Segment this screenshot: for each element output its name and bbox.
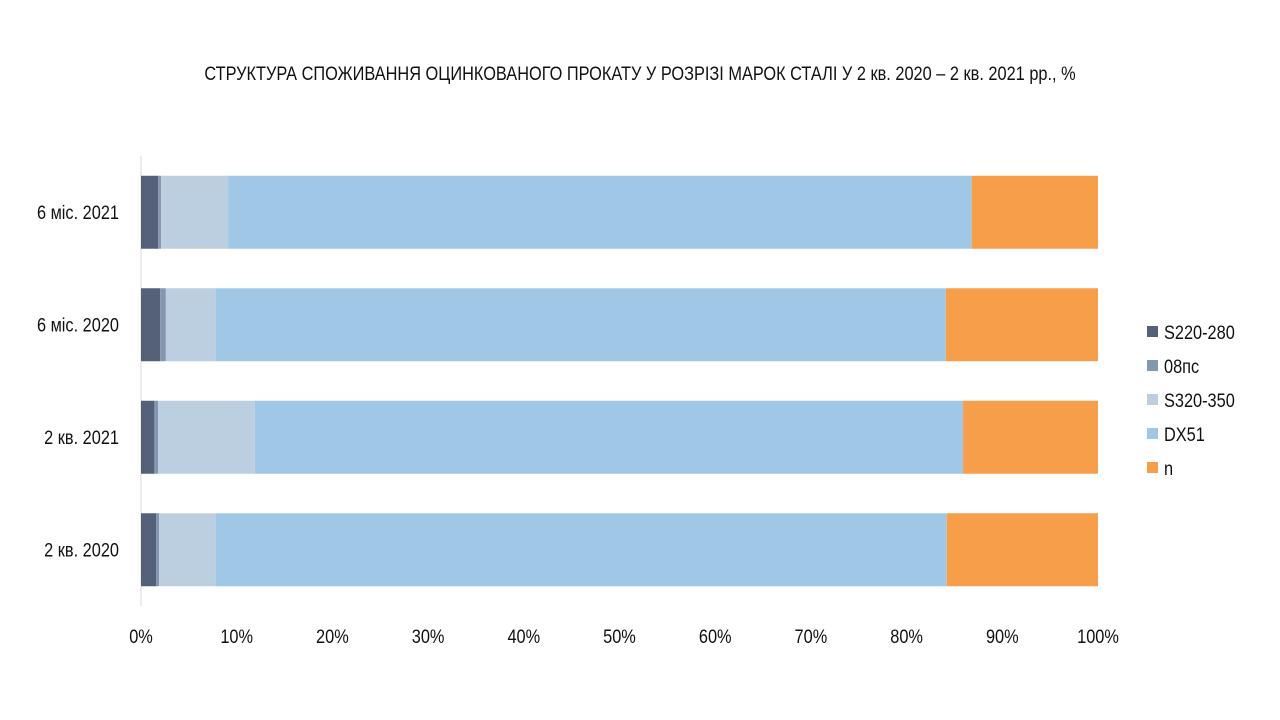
y-tick-label: 6 міс. 2020 [37, 315, 119, 336]
bar-2-0 [141, 400, 155, 474]
bar-2-3 [254, 400, 964, 474]
legend-swatch [1147, 462, 1158, 473]
legend-swatch [1147, 326, 1158, 337]
bar-2-4 [963, 400, 1098, 474]
bar-1-0 [141, 288, 161, 362]
bar-3-0 [141, 513, 157, 587]
x-tick-label: 30% [412, 626, 445, 647]
bar-1-1 [160, 288, 166, 362]
bar-0-4 [971, 175, 1098, 249]
y-tick-label: 6 міс. 2021 [37, 202, 119, 223]
bar-3-1 [156, 513, 160, 587]
legend-swatch [1147, 394, 1158, 405]
bar-2-1 [154, 400, 159, 474]
legend-label: DX51 [1164, 424, 1205, 445]
legend-swatch [1147, 360, 1158, 371]
chart-title: СТРУКТУРА СПОЖИВАННЯ ОЦИНКОВАНОГО ПРОКАТ… [204, 64, 1076, 85]
legend-label: n [1164, 458, 1173, 479]
x-tick-label: 20% [316, 626, 349, 647]
y-tick-label: 2 кв. 2021 [44, 427, 119, 448]
x-tick-label: 90% [986, 626, 1019, 647]
bar-1-2 [165, 288, 216, 362]
bar-1-3 [215, 288, 946, 362]
legend-swatch [1147, 428, 1158, 439]
bar-3-4 [946, 513, 1098, 587]
bar-1-4 [945, 288, 1098, 362]
bar-0-1 [158, 175, 162, 249]
bar-0-0 [141, 175, 159, 249]
x-tick-label: 100% [1077, 626, 1119, 647]
bar-0-3 [228, 175, 972, 249]
bar-2-2 [158, 400, 255, 474]
legend-label: S320-350 [1164, 390, 1235, 411]
x-tick-label: 80% [890, 626, 923, 647]
x-tick-label: 70% [795, 626, 828, 647]
bar-3-3 [215, 513, 947, 587]
y-tick-label: 2 кв. 2020 [44, 540, 119, 561]
x-tick-label: 50% [603, 626, 636, 647]
bar-3-2 [159, 513, 216, 587]
x-tick-label: 10% [220, 626, 253, 647]
bar-0-2 [161, 175, 229, 249]
legend-label: S220-280 [1164, 322, 1235, 343]
x-tick-label: 0% [129, 626, 153, 647]
x-tick-label: 60% [699, 626, 732, 647]
legend-label: 08пс [1164, 356, 1199, 377]
x-tick-label: 40% [507, 626, 540, 647]
